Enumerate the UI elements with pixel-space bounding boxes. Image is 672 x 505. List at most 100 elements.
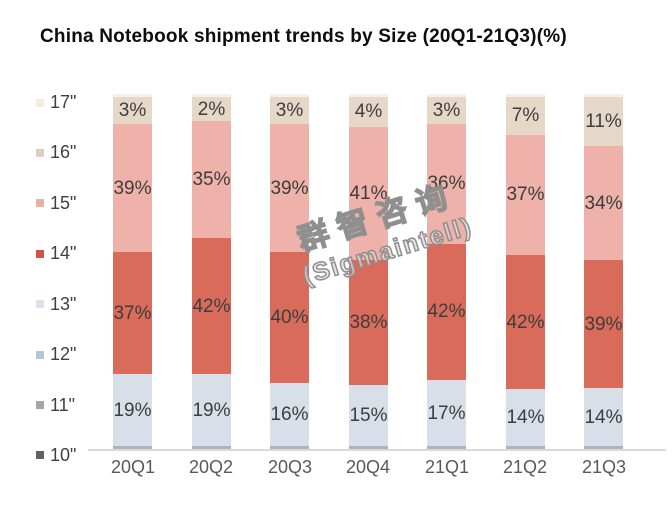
x-axis-tick-20Q2: 20Q2 <box>188 457 234 477</box>
value-label: 14% <box>506 407 545 429</box>
legend-label: 13" <box>50 293 77 314</box>
x-axis-line <box>88 449 666 451</box>
value-label: 11% <box>585 111 622 133</box>
legend-swatch-icon <box>36 401 44 410</box>
legend-swatch-icon <box>36 300 44 309</box>
segment-16in: 11% <box>584 96 623 147</box>
legend-swatch-icon <box>36 451 44 460</box>
segment-13in: 14% <box>584 388 623 447</box>
segment-14in: 37% <box>113 251 152 375</box>
segment-14in: 42% <box>427 243 466 380</box>
segment-15in: 37% <box>506 134 545 256</box>
value-label: 3% <box>118 99 147 121</box>
legend-item-11in: 11" <box>36 395 76 416</box>
segment-14in: 42% <box>192 238 231 375</box>
value-label: 3% <box>432 99 461 121</box>
segment-16in: 3% <box>270 96 309 125</box>
value-label: 37% <box>113 302 152 324</box>
value-label: 34% <box>584 192 623 214</box>
value-label: 19% <box>192 399 231 421</box>
stacked-bar-21Q2: 7% 37% 42% 14% <box>506 94 545 449</box>
stacked-bar-20Q2: 2% 35% 42% 19% <box>192 94 231 450</box>
legend-label: 15" <box>50 192 77 213</box>
value-label: 37% <box>506 184 545 206</box>
segment-14in: 38% <box>349 260 388 386</box>
segment-13in: 19% <box>192 374 231 447</box>
value-label: 39% <box>270 177 309 199</box>
value-label: 3% <box>275 99 304 121</box>
legend-swatch-icon <box>36 148 44 157</box>
stacked-bar-21Q3: 11% 34% 39% 14% <box>584 94 623 450</box>
legend-item-13in: 13" <box>36 294 76 315</box>
stacked-bar-20Q3: 3% 39% 40% 16% <box>270 94 309 450</box>
legend-label: 12" <box>50 344 77 365</box>
legend-swatch-icon <box>36 249 44 258</box>
stacked-bar-21Q1: 3% 36% 42% 17% <box>427 94 466 450</box>
segment-small-sizes <box>584 446 623 450</box>
segment-15in: 36% <box>427 124 466 244</box>
x-axis-tick-21Q1: 21Q1 <box>424 457 470 477</box>
segment-15in: 35% <box>192 121 231 239</box>
segment-13in: 17% <box>427 379 466 447</box>
x-axis-tick-21Q3: 21Q3 <box>581 457 627 477</box>
value-label: 14% <box>584 406 623 428</box>
value-label: 42% <box>506 311 545 333</box>
legend-item-17in: 17" <box>36 92 76 113</box>
segment-17in <box>506 94 545 97</box>
value-label: 42% <box>427 301 466 323</box>
value-label: 4% <box>354 101 383 123</box>
segment-16in: 3% <box>427 96 466 125</box>
segment-small-sizes <box>349 446 388 449</box>
x-axis-tick-20Q3: 20Q3 <box>267 457 313 477</box>
legend: 17" 16" 15" 14" 13" 12" 11" 10" <box>36 92 76 466</box>
segment-17in <box>113 94 152 97</box>
segment-13in: 14% <box>506 388 545 447</box>
value-label: 42% <box>192 295 231 317</box>
segment-16in: 3% <box>113 96 152 125</box>
value-label: 35% <box>192 169 231 191</box>
value-label: 2% <box>197 98 226 120</box>
segment-16in: 2% <box>192 96 231 122</box>
legend-item-12in: 12" <box>36 344 76 365</box>
legend-item-15in: 15" <box>36 193 76 214</box>
stacked-bar-20Q4: 4% 41% 38% 15% <box>349 94 388 449</box>
segment-17in <box>427 94 466 97</box>
legend-label: 17" <box>50 92 77 112</box>
segment-14in: 39% <box>584 260 623 389</box>
value-label: 39% <box>584 313 623 335</box>
segment-17in <box>192 94 231 97</box>
segment-15in: 34% <box>584 146 623 261</box>
segment-15in: 39% <box>270 124 309 252</box>
segment-17in <box>349 94 388 97</box>
segment-13in: 16% <box>270 382 309 447</box>
x-axis-tick-20Q4: 20Q4 <box>345 457 391 477</box>
segment-17in <box>270 94 309 97</box>
legend-swatch-icon <box>36 199 44 208</box>
x-axis-tick-21Q2: 21Q2 <box>502 457 548 477</box>
segment-14in: 40% <box>270 251 309 383</box>
legend-item-16in: 16" <box>36 142 76 163</box>
segment-15in: 39% <box>113 124 152 252</box>
value-label: 19% <box>113 399 152 421</box>
value-label: 16% <box>270 403 309 425</box>
legend-item-14in: 14" <box>36 243 76 264</box>
segment-13in: 19% <box>113 374 152 447</box>
legend-swatch-icon <box>36 350 44 359</box>
segment-17in <box>584 94 623 97</box>
value-label: 7% <box>511 105 540 127</box>
value-label: 39% <box>113 177 152 199</box>
x-axis-tick-20Q1: 20Q1 <box>110 457 156 477</box>
legend-item-10in: 10" <box>36 445 76 466</box>
value-label: 41% <box>349 183 388 205</box>
segment-13in: 15% <box>349 385 388 447</box>
segment-small-sizes <box>270 446 309 450</box>
segment-15in: 41% <box>349 126 388 261</box>
segment-16in: 4% <box>349 96 388 127</box>
segment-small-sizes <box>192 446 231 450</box>
segment-small-sizes <box>427 446 466 450</box>
legend-label: 10" <box>50 444 77 465</box>
segment-16in: 7% <box>506 96 545 135</box>
segment-14in: 42% <box>506 255 545 389</box>
